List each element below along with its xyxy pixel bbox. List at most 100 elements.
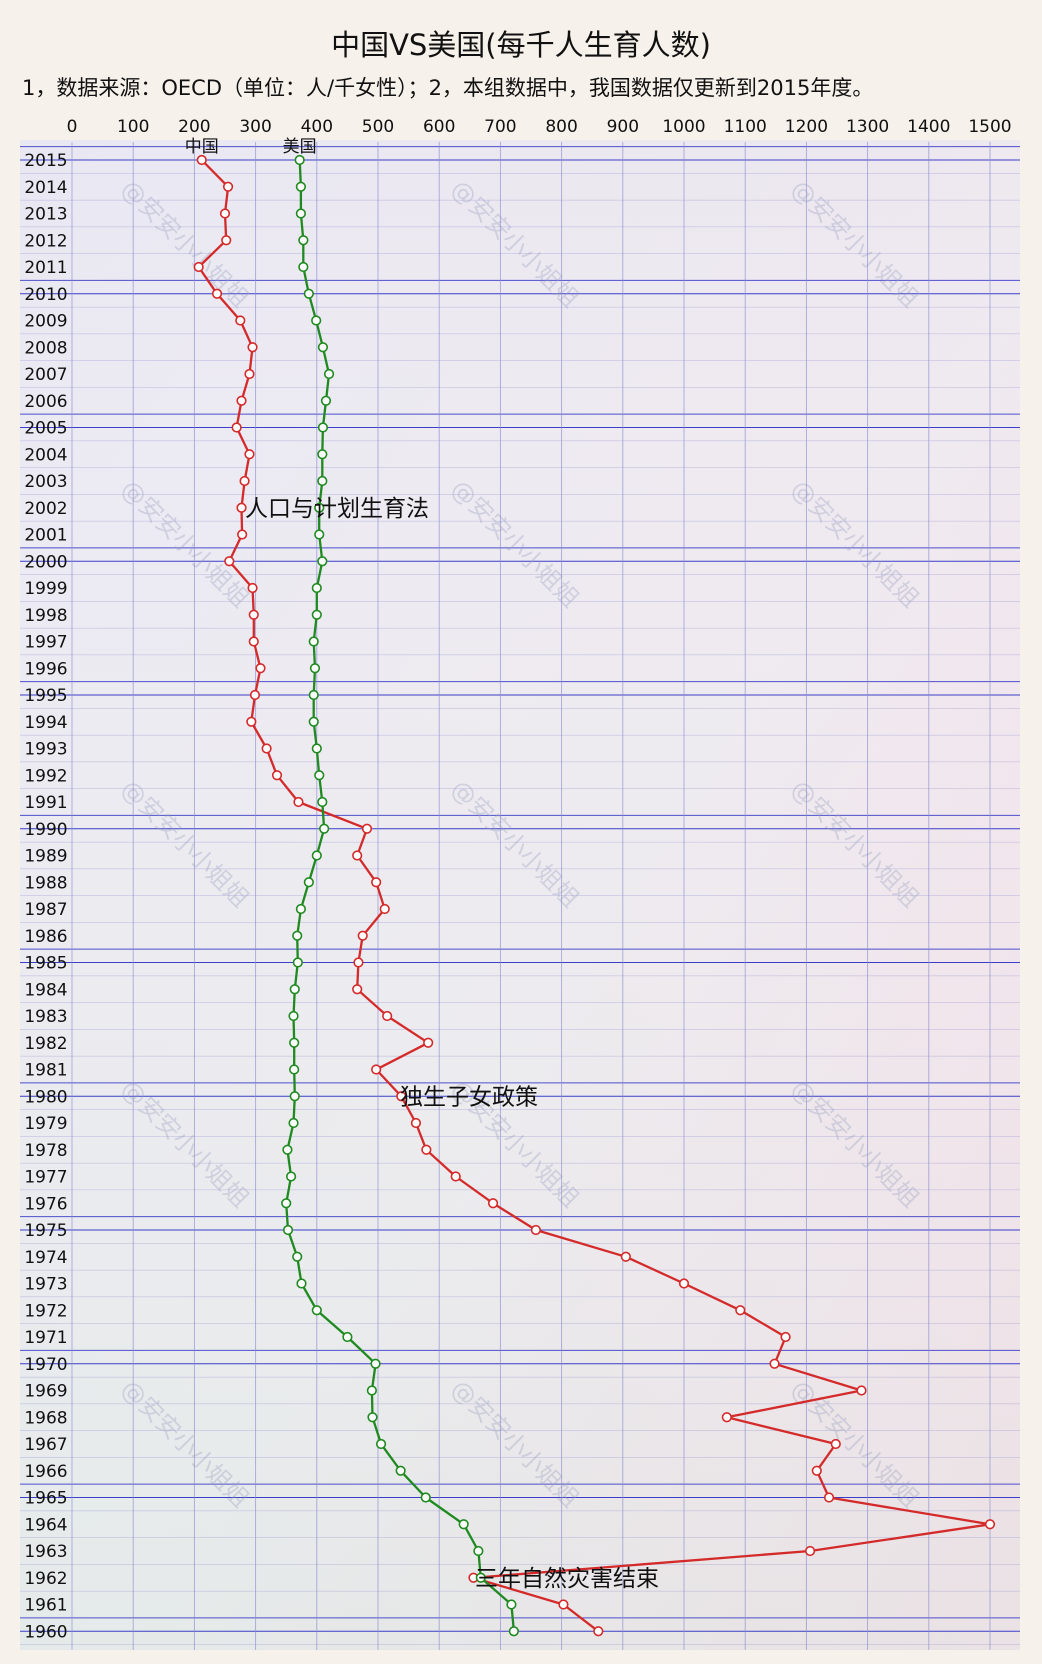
data-point [317,342,329,353]
data-point [211,288,223,299]
x-tick-label: 500 [362,117,394,137]
data-point [295,903,306,915]
data-point [352,984,363,995]
y-tick-label: 1999 [24,579,67,599]
data-point [248,636,259,647]
y-tick-label: 1990 [24,820,67,840]
series-label: 中国 [185,137,219,157]
data-point [281,1198,292,1209]
y-tick-label: 2001 [24,526,67,546]
data-point [271,770,283,781]
data-point [308,689,319,701]
y-tick-label: 1962 [24,1569,67,1589]
y-tick-label: 1971 [24,1328,67,1348]
data-point [311,1305,322,1316]
y-tick-label: 2002 [24,499,67,519]
y-tick-label: 2005 [24,419,67,439]
annotation-text: 独生子女政策 [400,1084,538,1110]
y-tick-label: 2010 [24,285,67,305]
y-tick-label: 1965 [24,1489,67,1509]
x-tick-label: 800 [545,117,577,137]
data-point [371,1064,382,1075]
data-point [721,1412,732,1423]
data-point [292,930,303,941]
grid [20,142,1020,1650]
y-tick-label: 1979 [24,1114,67,1134]
data-point [370,1358,381,1369]
y-tick-label: 1992 [24,766,67,786]
data-point [421,1144,432,1155]
data-point [320,395,332,406]
data-point [289,1091,300,1102]
series-label: 美国 [283,137,317,157]
data-point [508,1626,519,1637]
data-point [196,154,207,166]
data-point [222,181,234,192]
chart-title: 中国VS美国(每千人生育人数) [331,28,711,62]
data-point [353,957,364,968]
y-tick-label: 1977 [24,1168,67,1188]
y-tick-label: 1969 [24,1382,67,1402]
x-tick-label: 200 [178,117,210,137]
data-point [780,1331,791,1343]
data-point [237,529,248,540]
y-tick-label: 1973 [24,1275,67,1295]
data-point [317,796,328,808]
data-point [298,235,309,246]
data-point [823,1492,835,1503]
x-tick-label: 600 [423,117,455,137]
data-point [410,1117,422,1129]
data-point [303,877,314,888]
data-point [450,1171,461,1182]
x-tick-label: 1300 [846,117,889,137]
data-point [811,1465,822,1476]
data-point [224,556,235,567]
y-tick-label: 1985 [24,954,67,974]
y-tick-label: 1987 [24,900,67,920]
x-tick-label: 0 [67,117,78,137]
data-point [530,1224,541,1236]
data-point [352,850,363,861]
y-tick-label: 1993 [24,740,67,760]
y-tick-label: 1976 [24,1194,67,1214]
y-tick-label: 1960 [24,1622,67,1642]
y-tick-label: 1983 [24,1007,67,1027]
data-point [367,1412,378,1423]
x-tick-label: 1400 [907,117,950,137]
axes: 0 100 200 300 400 500 600 700 800 900 1000 1100 1200… [24,117,1011,1642]
data-point [289,1064,300,1075]
data-point [487,1198,499,1209]
data-point [246,716,257,727]
x-tick-label: 1500 [968,117,1011,137]
x-tick-label: 700 [484,117,516,137]
data-point [678,1278,690,1289]
y-tick-label: 1974 [24,1248,67,1268]
y-tick-label: 2004 [24,445,67,465]
data-point [292,1251,303,1262]
data-point [319,823,330,834]
data-point [296,1278,307,1289]
x-tick-label: 1000 [662,117,705,137]
data-point [735,1305,746,1316]
data-point [289,1037,300,1048]
data-point [244,368,255,380]
data-point [366,1385,377,1396]
data-point [247,342,258,353]
x-tick-label: 1200 [785,117,828,137]
y-tick-label: 1970 [24,1355,67,1375]
data-point [239,475,250,487]
y-tick-label: 1972 [24,1301,67,1321]
data-point [396,1091,407,1102]
data-point [311,315,322,326]
data-point [856,1385,867,1396]
x-tick-label: 900 [607,117,639,137]
x-tick-label: 300 [239,117,271,137]
y-tick-label: 1995 [24,686,67,706]
y-tick-label: 1984 [24,980,67,1000]
data-point [458,1519,469,1530]
data-point [193,261,204,273]
data-point [288,1010,299,1022]
data-point [293,796,304,808]
y-tick-label: 2015 [24,151,67,171]
y-tick-label: 1981 [24,1061,67,1081]
